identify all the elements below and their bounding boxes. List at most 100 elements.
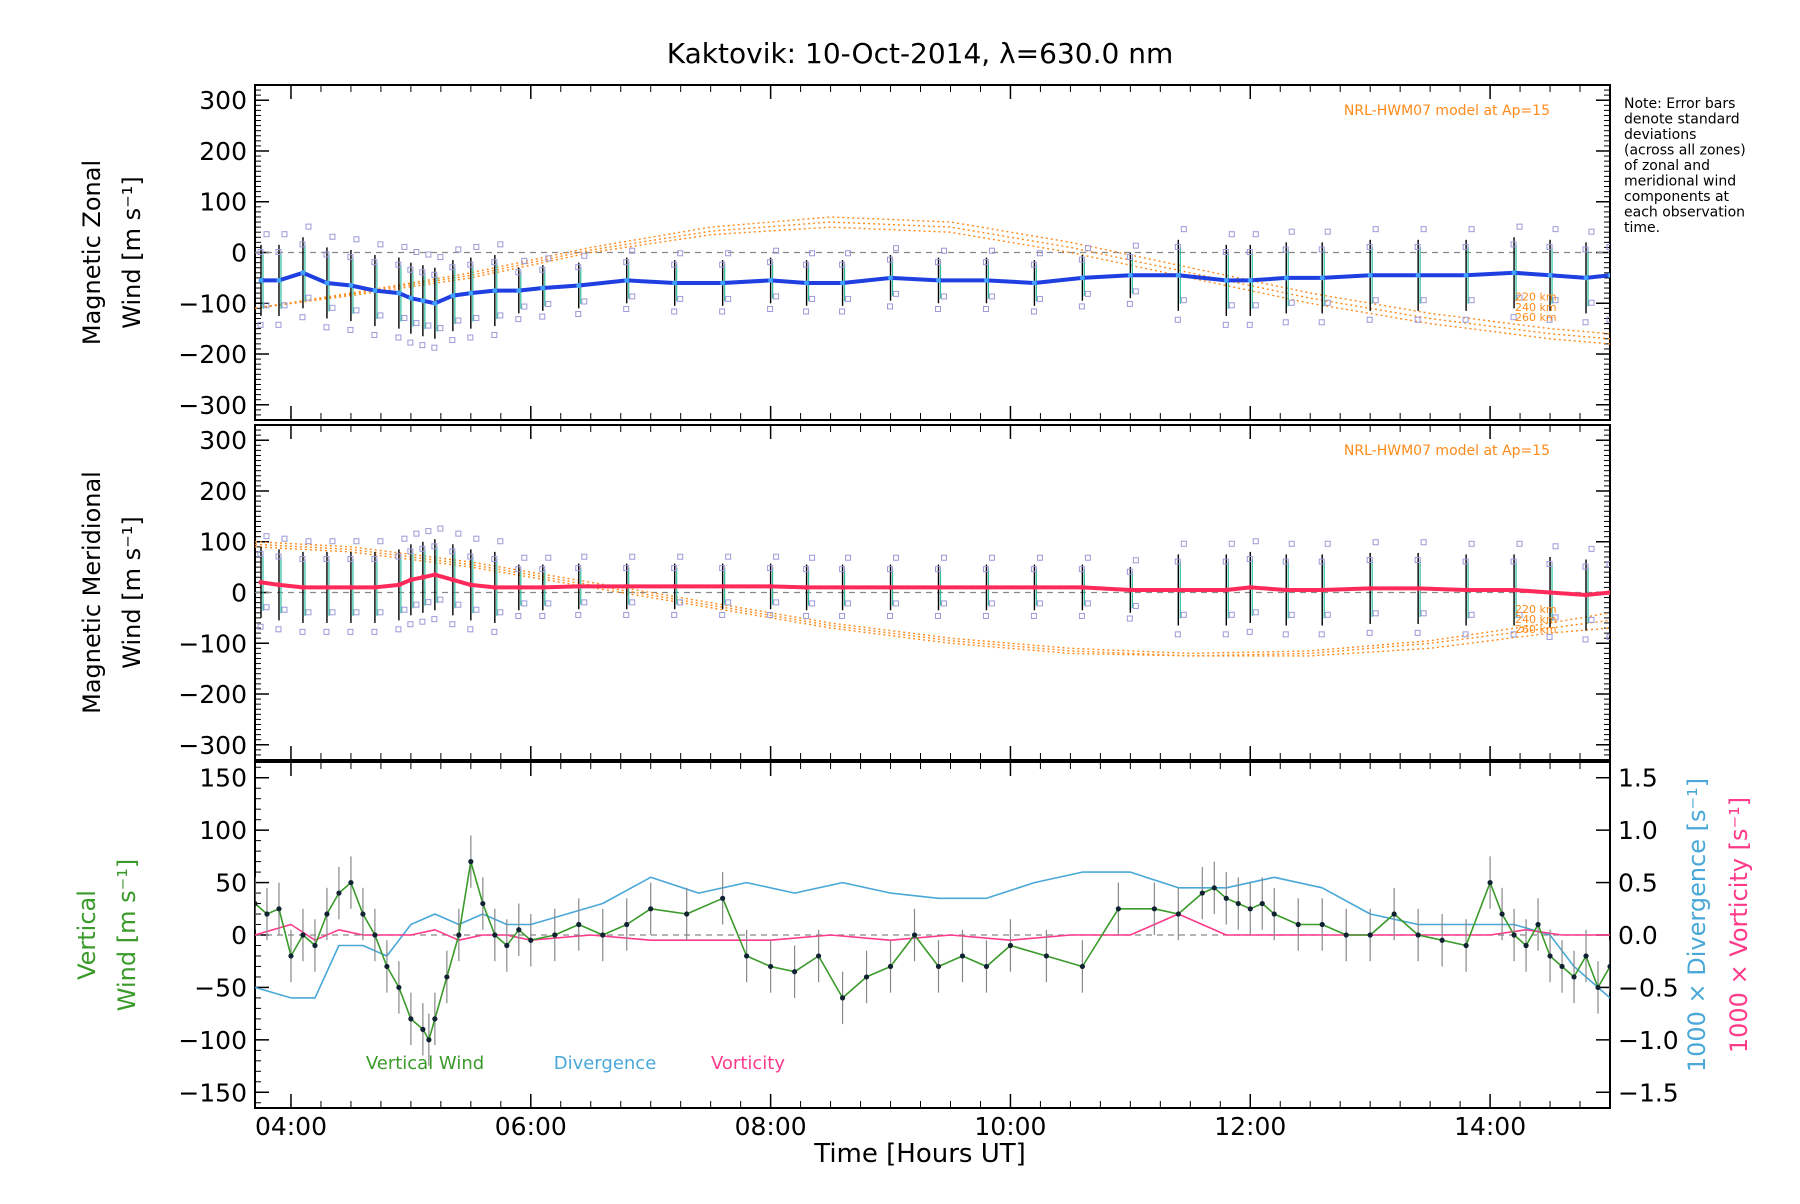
zone-sample — [1078, 303, 1085, 310]
y-tick-label: 150 — [199, 764, 247, 793]
mean-wind-point — [1223, 587, 1229, 593]
zone-sample — [1414, 243, 1421, 250]
zone-sample — [467, 626, 474, 633]
zone-sample — [1288, 228, 1295, 235]
zone-sample — [545, 554, 552, 561]
zone-sample — [1582, 246, 1589, 253]
zone-sample — [263, 302, 270, 309]
zone-sample — [677, 553, 684, 560]
zone-sample — [1516, 540, 1523, 547]
vorticity-line — [255, 913, 1610, 942]
zone-sample — [1078, 566, 1085, 573]
zone-sample — [988, 554, 995, 561]
mean-wind-point — [1247, 277, 1253, 283]
panels: 300 200 100 0 −100 −200 −300 NRL-HWM07 model at… — [73, 84, 1753, 1109]
zone-sample — [491, 556, 498, 562]
zone-sample — [281, 231, 288, 238]
zone-sample — [803, 261, 810, 268]
zone-sample — [521, 303, 528, 310]
y-tick-label: −100 — [178, 289, 247, 318]
zone-sample — [491, 259, 498, 266]
zone-sample — [887, 566, 894, 573]
zone-sample — [545, 301, 552, 308]
zone-sample — [773, 247, 780, 254]
zone-sample — [1126, 568, 1133, 575]
mean-wind-point — [1175, 272, 1181, 278]
zone-sample — [455, 601, 462, 608]
zone-sample — [263, 604, 270, 611]
zone-sample — [467, 553, 474, 560]
zone-sample — [1180, 226, 1187, 233]
zone-sample — [725, 250, 732, 257]
zone-sample — [773, 553, 780, 560]
zone-sample — [1132, 288, 1139, 295]
zone-sample — [431, 616, 438, 623]
zone-sample — [401, 314, 408, 321]
zone-sample — [581, 252, 588, 259]
mean-wind-point — [1031, 584, 1037, 590]
zone-sample — [887, 256, 894, 263]
vertical-wind-point — [1295, 921, 1301, 928]
zone-sample — [940, 554, 947, 561]
zone-sample — [1613, 544, 1618, 549]
mean-wind-point — [576, 282, 582, 288]
zone-sample — [347, 556, 354, 562]
zone-sample — [323, 251, 330, 258]
zone-sample — [1288, 540, 1295, 547]
zone-sample — [767, 611, 774, 618]
vertical-wind-point — [648, 906, 654, 912]
zone-sample — [1246, 556, 1253, 562]
vertical-wind-point — [360, 911, 366, 917]
vertical-wind-point — [887, 963, 894, 970]
zone-sample — [419, 618, 426, 625]
zone-sample — [629, 599, 636, 606]
zone-sample — [773, 293, 780, 300]
zone-sample — [893, 290, 900, 297]
zone-sample — [1468, 611, 1475, 618]
y-tick-label: −300 — [178, 731, 247, 760]
zone-sample — [623, 305, 630, 312]
vertical-wind-point — [372, 932, 378, 938]
zone-sample — [431, 344, 438, 351]
x-tick-label: 10:00 — [974, 1112, 1046, 1141]
zone-sample — [515, 269, 522, 276]
zone-sample — [1588, 545, 1595, 552]
mean-wind-point — [1583, 275, 1589, 281]
zone-sample — [1228, 611, 1235, 618]
y2-tick-label: 1.0 — [1618, 816, 1658, 845]
zone-sample — [413, 248, 420, 255]
model-label: NRL-HWM07 model at Ap=15 — [1344, 443, 1550, 459]
zone-sample — [455, 317, 462, 324]
vertical-wind-point — [516, 927, 522, 933]
vertical-wind-point — [1043, 953, 1050, 959]
zone-sample — [629, 247, 636, 254]
vertical-wind-point — [1079, 963, 1085, 970]
zone-sample — [1132, 557, 1139, 564]
zone-sample — [677, 599, 684, 606]
zone-sample — [329, 538, 336, 545]
zone-sample — [395, 261, 402, 268]
mean-wind-point — [1463, 272, 1469, 278]
vertical-wind-point — [468, 859, 474, 865]
zone-sample — [515, 566, 522, 573]
zone-sample — [719, 565, 726, 572]
zone-sample — [491, 331, 498, 338]
y-tick-label: −100 — [178, 629, 247, 658]
zone-sample — [1222, 248, 1229, 255]
zone-sample — [725, 599, 732, 606]
zone-sample — [671, 611, 678, 618]
zone-sample — [257, 248, 264, 255]
zone-sample — [1468, 226, 1475, 233]
zone-sample — [347, 628, 354, 635]
mean-wind-point — [840, 584, 846, 590]
vertical-wind-point — [792, 969, 798, 975]
zone-sample — [419, 269, 426, 276]
vertical-wind-point — [312, 942, 318, 949]
mean-wind-point — [450, 293, 456, 299]
zone-sample — [1078, 612, 1085, 619]
zone-sample — [1462, 631, 1469, 638]
zone-sample — [431, 543, 438, 550]
zone-sample — [719, 308, 726, 315]
y-tick-label: 100 — [199, 188, 247, 217]
zone-sample — [581, 553, 588, 560]
